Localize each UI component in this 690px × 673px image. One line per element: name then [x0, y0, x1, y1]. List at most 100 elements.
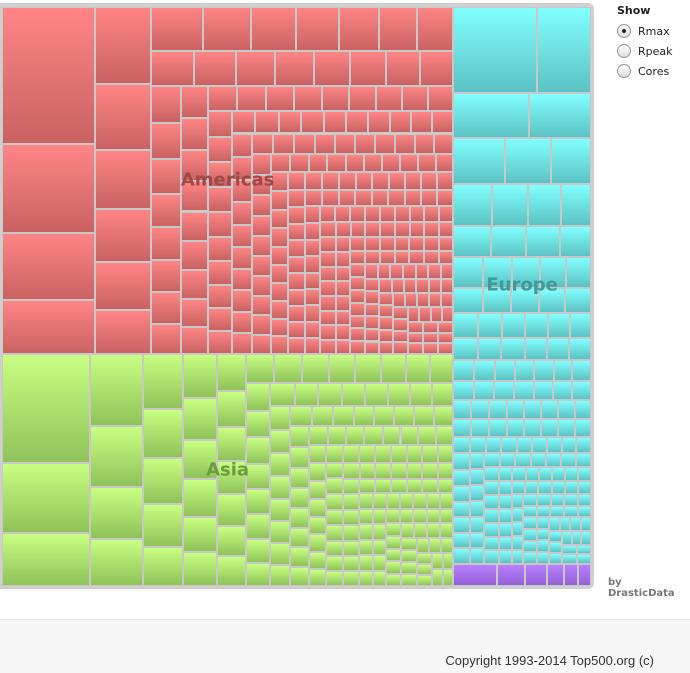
treemap-cell-europe[interactable]: [501, 436, 517, 453]
treemap-cell-europe[interactable]: [498, 494, 512, 509]
treemap-cell-asia[interactable]: [142, 353, 184, 409]
treemap-cell-americas[interactable]: [349, 236, 365, 251]
treemap-cell-americas[interactable]: [338, 7, 379, 51]
treemap-cell-americas[interactable]: [404, 172, 422, 191]
treemap-cell-asia[interactable]: [413, 508, 427, 524]
treemap-cell-americas[interactable]: [346, 110, 369, 134]
treemap-cell-americas[interactable]: [437, 190, 454, 207]
treemap-cell-europe[interactable]: [469, 469, 485, 486]
treemap-cell-americas[interactable]: [270, 228, 289, 247]
treemap-cell-americas[interactable]: [363, 153, 382, 173]
treemap-cell-asia[interactable]: [439, 508, 454, 524]
option-cores[interactable]: Cores: [617, 61, 673, 81]
treemap-cell-americas[interactable]: [364, 303, 380, 317]
treemap-cell-asia[interactable]: [374, 478, 391, 494]
treemap-cell-asia[interactable]: [142, 504, 184, 547]
treemap-cell-americas[interactable]: [423, 332, 439, 344]
radio-cores[interactable]: [617, 64, 631, 78]
treemap-cell-americas[interactable]: [294, 85, 322, 111]
treemap-cell-americas[interactable]: [335, 251, 350, 267]
treemap-cell-europe[interactable]: [550, 493, 565, 506]
treemap-cell-europe[interactable]: [525, 312, 548, 339]
treemap-cell-americas[interactable]: [305, 222, 321, 240]
treemap-cell-asia[interactable]: [341, 383, 366, 407]
treemap-cell-asia[interactable]: [183, 353, 217, 399]
treemap-cell-europe[interactable]: [515, 452, 531, 467]
treemap-cell-asia[interactable]: [394, 406, 415, 427]
treemap-cell-asia[interactable]: [294, 383, 319, 407]
treemap-cell-europe[interactable]: [453, 400, 472, 420]
treemap-cell-americas[interactable]: [288, 240, 306, 257]
treemap-cell-asia[interactable]: [245, 562, 271, 586]
treemap-cell-asia[interactable]: [358, 478, 375, 494]
treemap-cell-americas[interactable]: [288, 338, 306, 354]
treemap-cell-americas[interactable]: [296, 7, 339, 51]
treemap-cell-americas[interactable]: [345, 153, 364, 173]
treemap-cell-asia[interactable]: [183, 479, 217, 517]
treemap-cell-europe[interactable]: [565, 466, 579, 481]
treemap-cell-asia[interactable]: [343, 540, 359, 556]
treemap-cell-europe[interactable]: [469, 485, 485, 502]
treemap-cell-europe[interactable]: [576, 544, 591, 555]
treemap-cell-asia[interactable]: [364, 426, 383, 445]
treemap-cell-asia[interactable]: [308, 498, 327, 517]
treemap-cell-asia[interactable]: [401, 537, 417, 550]
treemap-cell-americas[interactable]: [393, 307, 408, 319]
treemap-cell-americas[interactable]: [335, 266, 350, 282]
treemap-cell-americas[interactable]: [252, 256, 271, 276]
treemap-cell-asia[interactable]: [90, 539, 143, 586]
treemap-cell-asia[interactable]: [406, 444, 423, 463]
treemap-cell-americas[interactable]: [320, 310, 336, 326]
treemap-cell-asia[interactable]: [270, 498, 291, 522]
treemap-cell-europe[interactable]: [569, 338, 591, 360]
treemap-cell-europe[interactable]: [536, 516, 550, 529]
treemap-cell-asia[interactable]: [245, 410, 271, 438]
treemap-cell-americas[interactable]: [270, 209, 289, 229]
treemap-cell-americas[interactable]: [252, 174, 271, 196]
treemap-cell-europe[interactable]: [469, 548, 485, 564]
treemap-cell-americas[interactable]: [393, 330, 408, 343]
treemap-cell-americas[interactable]: [364, 291, 380, 304]
treemap-cell-americas[interactable]: [402, 263, 416, 279]
treemap-cell-americas[interactable]: [417, 292, 430, 308]
treemap-cell-europe[interactable]: [511, 549, 524, 564]
treemap-cell-americas[interactable]: [208, 308, 232, 332]
treemap-cell-europe[interactable]: [530, 452, 547, 467]
treemap-cell-asia[interactable]: [373, 570, 387, 586]
treemap-cell-americas[interactable]: [428, 263, 441, 279]
treemap-cell-asia[interactable]: [386, 548, 402, 562]
treemap-cell-americas[interactable]: [349, 315, 365, 329]
treemap-cell-asia[interactable]: [373, 508, 387, 525]
treemap-cell-asia[interactable]: [327, 426, 347, 445]
treemap-cell-americas[interactable]: [390, 263, 403, 279]
treemap-cell-asia[interactable]: [290, 507, 309, 528]
treemap-cell-americas[interactable]: [305, 289, 321, 306]
treemap-cell-europe[interactable]: [469, 501, 485, 518]
treemap-cell-asia[interactable]: [2, 353, 91, 463]
treemap-cell-asia[interactable]: [343, 570, 359, 586]
treemap-cell-europe[interactable]: [565, 256, 591, 288]
treemap-cell-europe[interactable]: [484, 466, 499, 481]
treemap-cell-americas[interactable]: [202, 7, 251, 51]
treemap-cell-americas[interactable]: [288, 273, 306, 290]
treemap-cell-asia[interactable]: [441, 537, 454, 553]
treemap-cell-asia[interactable]: [406, 478, 423, 494]
treemap-cell-europe[interactable]: [552, 466, 566, 481]
treemap-cell-oceania[interactable]: [563, 563, 579, 586]
treemap-cell-europe[interactable]: [469, 532, 485, 549]
treemap-cell-asia[interactable]: [391, 462, 407, 479]
treemap-cell-americas[interactable]: [231, 202, 253, 225]
treemap-cell-americas[interactable]: [372, 172, 389, 191]
treemap-cell-americas[interactable]: [180, 150, 209, 182]
treemap-cell-asia[interactable]: [270, 383, 295, 407]
treemap-cell-asia[interactable]: [386, 523, 402, 537]
treemap-cell-americas[interactable]: [231, 179, 253, 203]
treemap-cell-asia[interactable]: [386, 508, 400, 524]
treemap-cell-americas[interactable]: [150, 122, 181, 159]
treemap-cell-americas[interactable]: [438, 332, 454, 344]
treemap-cell-asia[interactable]: [343, 462, 360, 479]
treemap-cell-asia[interactable]: [308, 426, 328, 445]
treemap-cell-americas[interactable]: [150, 85, 181, 123]
treemap-cell-europe[interactable]: [571, 530, 582, 545]
treemap-cell-europe[interactable]: [485, 436, 502, 453]
